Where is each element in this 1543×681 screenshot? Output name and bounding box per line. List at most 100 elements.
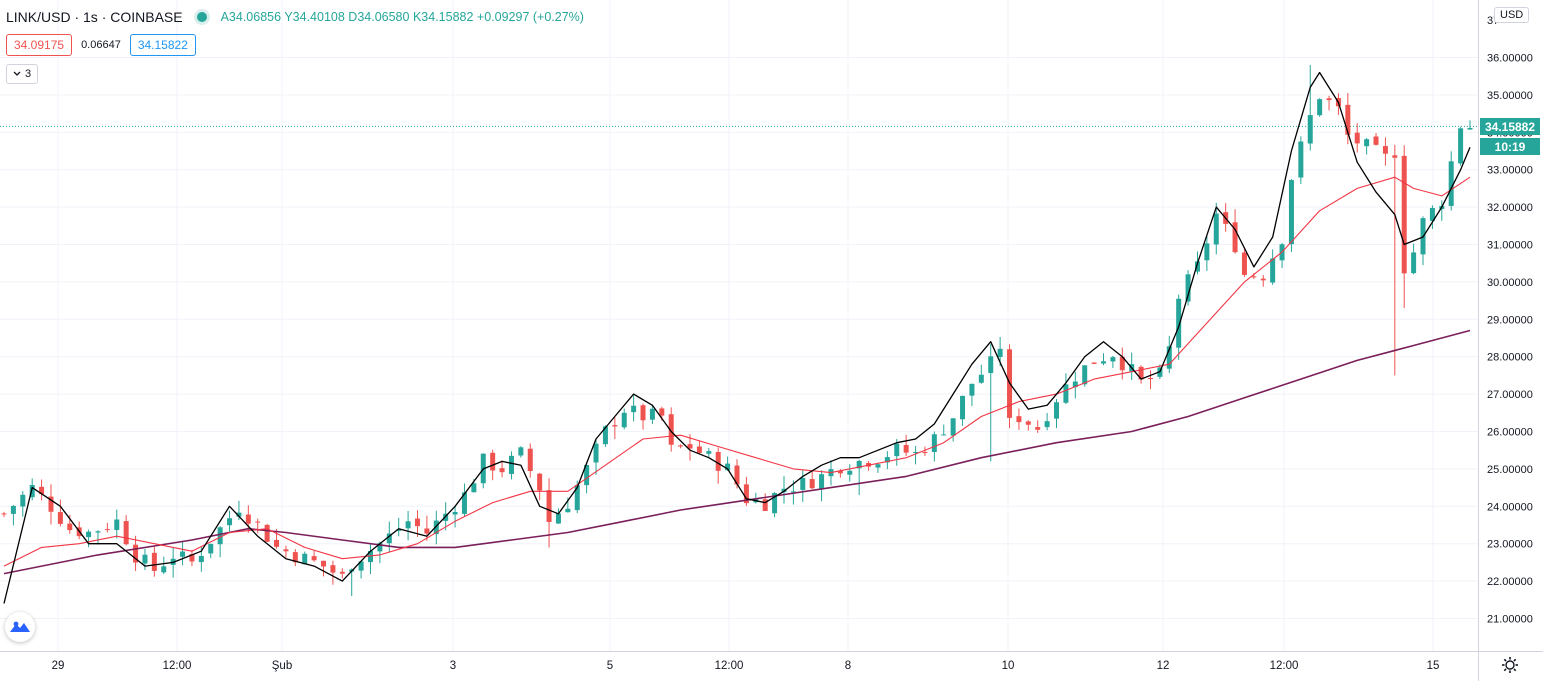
candle-body: [1307, 115, 1313, 144]
indicators-toggle-button[interactable]: 3: [6, 64, 38, 84]
candle-body: [602, 426, 608, 445]
indicators-count: 3: [24, 68, 32, 80]
candle-body: [339, 571, 345, 574]
candle-body: [1392, 155, 1398, 158]
candle-body: [1411, 252, 1417, 274]
spread-value: 0.06647: [81, 39, 121, 51]
time-tick-label: Şub: [272, 660, 292, 672]
candle-body: [772, 493, 778, 514]
candle-body: [978, 374, 984, 383]
tradingview-logo[interactable]: [5, 612, 35, 642]
candle-body: [555, 513, 561, 524]
price-tick-label: 29.00000: [1487, 314, 1533, 326]
candle-body: [659, 408, 665, 416]
candle-body: [1241, 252, 1247, 275]
bid-ask-row: 34.09175 0.06647 34.15822: [6, 34, 196, 56]
change-value: +0.09297 (+0.27%): [476, 10, 584, 24]
candle-body: [1232, 222, 1238, 253]
close-value: K34.15882: [412, 10, 474, 24]
time-tick-label: 12:00: [715, 660, 744, 672]
candle-body: [405, 521, 411, 529]
buy-price-button[interactable]: 34.15822: [129, 34, 196, 56]
candle-body: [950, 418, 956, 436]
market-status-dot: [196, 12, 207, 22]
time-tick-label: 29: [52, 660, 65, 672]
price-tick-label: 25.00000: [1487, 464, 1533, 476]
price-tick-label: 35.00000: [1487, 90, 1533, 102]
candle-body: [471, 483, 477, 493]
candle-body: [264, 524, 270, 542]
price-tick-label: 33.00000: [1487, 165, 1533, 177]
candle-body: [396, 529, 402, 531]
price-tick-label: 22.00000: [1487, 576, 1533, 588]
candle-body: [48, 496, 54, 512]
candle-body: [151, 552, 157, 571]
candle-body: [95, 531, 101, 533]
candle-body: [1251, 276, 1257, 278]
candle-body: [1373, 136, 1379, 145]
candle-body: [1185, 274, 1191, 302]
candle-body: [1326, 98, 1332, 101]
candle-body: [574, 485, 580, 511]
candle-body: [1204, 243, 1210, 261]
candle-body: [208, 543, 214, 554]
candle-body: [217, 527, 223, 545]
gear-icon[interactable]: [1501, 656, 1519, 674]
candle-body: [227, 518, 233, 526]
candle-body: [508, 455, 514, 474]
sell-price-button[interactable]: 34.09175: [6, 34, 73, 56]
candle-body: [1270, 258, 1276, 283]
candle-body: [1138, 366, 1144, 380]
candle-body: [847, 470, 853, 475]
candle-body: [20, 494, 26, 507]
candle-body: [180, 551, 186, 557]
candle-body: [104, 529, 110, 531]
candle-body: [969, 383, 975, 396]
candle-body: [988, 356, 994, 374]
time-tick-label: 8: [845, 660, 851, 672]
candle-body: [1016, 416, 1022, 423]
candle-body: [330, 565, 336, 573]
candle-body: [1091, 362, 1097, 364]
time-tick-label: 3: [450, 660, 456, 672]
candle-body: [649, 408, 655, 420]
chart-grid: [0, 0, 1478, 651]
last-price-tag: 34.15882: [1480, 118, 1540, 135]
bar-countdown-tag: 10:19: [1480, 138, 1540, 155]
candle-body: [518, 447, 524, 456]
price-tick-label: 23.00000: [1487, 539, 1533, 551]
candle-body: [274, 539, 280, 547]
symbol-title[interactable]: LINK/USD · 1s · COINBASE: [6, 9, 183, 25]
candle-body: [321, 560, 327, 567]
candle-body: [1467, 128, 1473, 130]
candle-body: [809, 479, 815, 489]
candle-body: [1063, 384, 1069, 403]
candle-body: [29, 484, 35, 498]
candle-body: [960, 395, 966, 420]
price-tick-label: 36.00000: [1487, 53, 1533, 65]
candle-body: [490, 452, 496, 471]
candle-body: [1260, 278, 1266, 281]
candle-body: [725, 463, 731, 471]
price-tick-label: 21.00000: [1487, 614, 1533, 626]
candle-body: [161, 566, 167, 573]
candle-body: [358, 561, 364, 571]
price-tick-label: 30.00000: [1487, 277, 1533, 289]
candle-body: [903, 445, 909, 453]
price-tick-label: 24.00000: [1487, 501, 1533, 513]
candle-body: [1429, 207, 1435, 221]
chevron-down-icon: [13, 71, 21, 76]
candle-body: [1448, 161, 1454, 206]
candle-body: [292, 552, 298, 563]
candle-body: [198, 555, 204, 563]
candle-body: [461, 492, 467, 514]
candle-body: [189, 554, 195, 562]
candle-body: [1213, 213, 1219, 245]
currency-label[interactable]: USD: [1494, 7, 1530, 23]
candle-body: [1, 513, 7, 515]
candle-body: [1401, 155, 1407, 274]
candle-body: [39, 486, 45, 495]
candle-body: [621, 412, 627, 428]
candle-body: [86, 531, 92, 538]
